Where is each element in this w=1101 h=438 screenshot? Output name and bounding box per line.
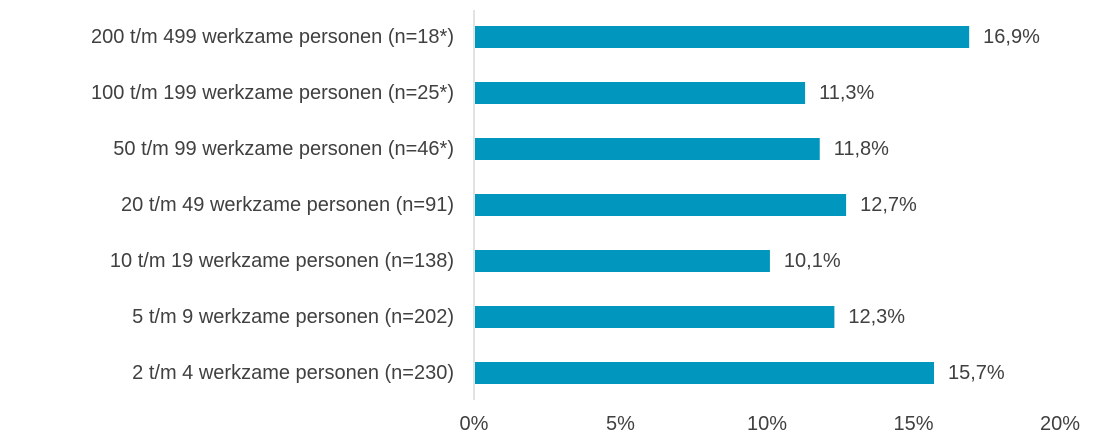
x-tick-label-4: 20% bbox=[1040, 413, 1080, 435]
bars-group bbox=[475, 26, 970, 384]
x-tick-label-3: 15% bbox=[893, 413, 933, 435]
value-labels-group: 16,9% 11,3% 11,8% 12,7% 10,1% 12,3% 15,7% bbox=[784, 26, 1040, 384]
x-tick-label-2: 10% bbox=[747, 413, 787, 435]
value-label-6: 15,7% bbox=[948, 362, 1005, 384]
category-label-1: 100 t/m 199 werkzame personen (n=25*) bbox=[91, 82, 454, 104]
bar-1 bbox=[475, 82, 806, 104]
value-label-1: 11,3% bbox=[819, 82, 874, 104]
category-label-5: 5 t/m 9 werkzame personen (n=202) bbox=[132, 306, 454, 328]
bar-2 bbox=[475, 138, 820, 160]
bar-6 bbox=[475, 362, 935, 384]
x-tick-label-0: 0% bbox=[460, 413, 489, 435]
category-labels-group: 200 t/m 499 werkzame personen (n=18*) 100… bbox=[91, 26, 454, 384]
bar-5 bbox=[475, 306, 835, 328]
category-label-2: 50 t/m 99 werkzame personen (n=46*) bbox=[113, 138, 454, 160]
value-label-5: 12,3% bbox=[848, 306, 905, 328]
value-label-0: 16,9% bbox=[983, 26, 1040, 48]
bar-3 bbox=[475, 194, 847, 216]
x-tick-label-1: 5% bbox=[606, 413, 635, 435]
value-label-3: 12,7% bbox=[860, 194, 917, 216]
category-label-6: 2 t/m 4 werkzame personen (n=230) bbox=[132, 362, 454, 384]
bar-4 bbox=[475, 250, 770, 272]
value-label-2: 11,8% bbox=[834, 138, 889, 160]
category-label-0: 200 t/m 499 werkzame personen (n=18*) bbox=[91, 26, 454, 48]
category-label-4: 10 t/m 19 werkzame personen (n=138) bbox=[110, 250, 454, 272]
value-label-4: 10,1% bbox=[784, 250, 841, 272]
x-axis-ticks-group: 0% 5% 10% 15% 20% bbox=[460, 413, 1081, 435]
category-label-3: 20 t/m 49 werkzame personen (n=91) bbox=[121, 194, 454, 216]
bar-0 bbox=[475, 26, 970, 48]
